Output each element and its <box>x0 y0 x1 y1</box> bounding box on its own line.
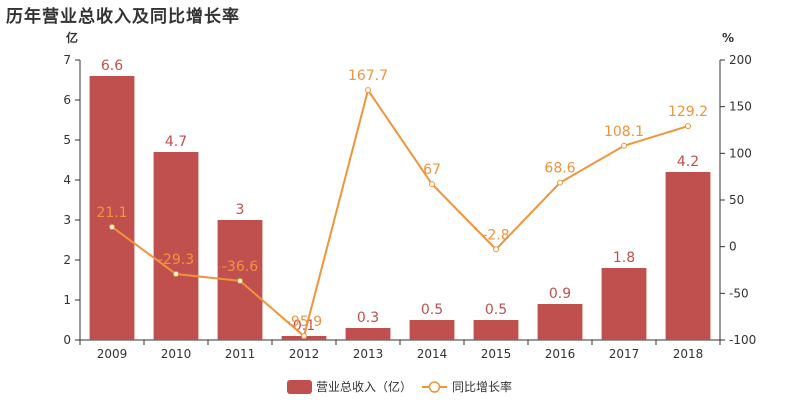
bar-2009 <box>89 76 135 340</box>
y-right-tick-label: 0 <box>729 240 737 254</box>
legend[interactable]: 营业总收入（亿） 同比增长率 <box>287 379 512 394</box>
bar-2014 <box>409 320 455 340</box>
bar-series: 6.6 4.7 3 0.1 0.3 0.5 0.5 0.9 1.8 4.2 <box>89 58 711 340</box>
line-data-label: 108.1 <box>604 124 644 140</box>
line-point-2018 <box>685 123 691 130</box>
line-point-2012 <box>301 333 307 340</box>
x-tick-label: 2017 <box>609 347 640 361</box>
line-data-label: -36.6 <box>222 259 258 275</box>
y-left-tick-label: 0 <box>63 333 71 347</box>
y-left-tick-label: 1 <box>63 293 71 307</box>
line-series: 21.1 -29.3 -36.6 -95.9 167.7 67 -2.8 68.6 108.1 1… <box>96 68 708 340</box>
x-tick-label: 2015 <box>481 347 512 361</box>
line-data-label: 21.1 <box>96 205 127 221</box>
line-data-label: 68.6 <box>544 161 575 177</box>
x-tick-label: 2009 <box>97 347 128 361</box>
y-left-tick-label: 4 <box>63 173 71 187</box>
y-right-tick-label: 50 <box>729 193 744 207</box>
line-data-label: -29.3 <box>158 252 194 268</box>
legend-bar-swatch <box>287 380 312 394</box>
line-data-label: -95.9 <box>286 314 322 330</box>
bar-2010 <box>153 152 199 340</box>
y-right-tick-label: 100 <box>729 146 752 160</box>
growth-rate-line <box>111 87 689 338</box>
y-left-tick-label: 2 <box>63 253 71 267</box>
x-tick-label: 2010 <box>161 347 192 361</box>
bar-data-label: 0.5 <box>485 302 507 318</box>
line-point-2014 <box>429 181 435 188</box>
legend-line-label: 同比增长率 <box>452 379 512 394</box>
bar-data-label: 0.9 <box>549 286 571 302</box>
bar-2013 <box>345 328 391 340</box>
line-data-label: 167.7 <box>348 68 388 84</box>
bar-data-label: 6.6 <box>101 58 123 74</box>
bar-data-label: 4.7 <box>165 134 187 150</box>
y-right-tick-label: 200 <box>729 53 752 67</box>
y-left-tick-label: 6 <box>63 93 71 107</box>
line-point-2009 <box>109 223 115 230</box>
x-tick-label: 2011 <box>225 347 256 361</box>
line-data-label: 129.2 <box>668 104 708 120</box>
x-tick-label: 2016 <box>545 347 576 361</box>
legend-line-marker <box>428 381 441 393</box>
bar-data-label: 0.1 <box>293 318 315 334</box>
line-point-2016 <box>557 179 563 186</box>
y-left-unit: 亿 <box>66 30 78 45</box>
bar-data-label: 3 <box>236 202 245 218</box>
bar-data-label: 0.3 <box>357 310 379 326</box>
bar-2015 <box>473 320 519 340</box>
y-right-tick-label: -100 <box>729 333 756 347</box>
line-point-2010 <box>173 271 179 278</box>
bar-2016 <box>537 304 583 340</box>
y-left-tick-label: 7 <box>63 53 71 67</box>
x-tick-label: 2018 <box>673 347 704 361</box>
line-point-2011 <box>237 277 243 284</box>
y-left-tick-label: 5 <box>63 133 71 147</box>
y-right-tick-label: -50 <box>729 286 749 300</box>
bar-data-label: 0.5 <box>421 302 443 318</box>
x-tick-label: 2012 <box>289 347 320 361</box>
line-point-2015 <box>493 246 499 253</box>
y-right-tick-label: 150 <box>729 100 752 114</box>
y-left-tick-label: 3 <box>63 213 71 227</box>
x-tick-label: 2013 <box>353 347 384 361</box>
chart-title: 历年营业总收入及同比增长率 <box>6 7 240 27</box>
line-data-label: 67 <box>423 162 441 178</box>
y-right-unit: % <box>722 31 734 45</box>
bar-data-label: 4.2 <box>677 154 699 170</box>
bar-data-label: 1.8 <box>613 250 635 266</box>
line-point-2017 <box>621 142 627 149</box>
bar-2017 <box>601 268 647 340</box>
legend-bar-label: 营业总收入（亿） <box>316 379 412 394</box>
x-tick-label: 2014 <box>417 347 448 361</box>
line-point-2013 <box>365 87 371 94</box>
bar-2018 <box>665 172 711 340</box>
line-data-label: -2.8 <box>482 227 509 243</box>
